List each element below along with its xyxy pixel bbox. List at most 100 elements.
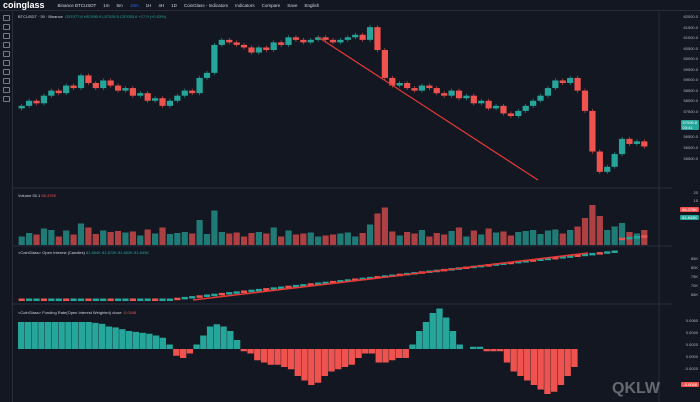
candle	[18, 105, 25, 109]
funding-bar	[503, 349, 511, 363]
volume-bar	[240, 236, 248, 245]
volume-bar	[418, 230, 426, 245]
oi-candle	[322, 281, 329, 285]
trash-icon[interactable]	[2, 96, 10, 102]
interval-4h[interactable]: 4H	[158, 2, 165, 8]
funding-bar	[416, 331, 423, 349]
price-axis-label: 59500.0	[683, 66, 698, 72]
funding-tag: -0.0046	[681, 382, 699, 387]
indicators-button[interactable]: Indicators	[235, 2, 255, 8]
candle	[441, 93, 448, 96]
candle	[233, 42, 240, 45]
volume-bar	[515, 232, 522, 245]
pattern-icon[interactable]	[2, 42, 10, 48]
symbol-selector[interactable]: Binance BTCUSDT	[57, 2, 97, 8]
oi-candle	[144, 298, 151, 301]
candle	[552, 80, 559, 89]
volume-bar	[544, 230, 552, 245]
oi-candle	[567, 255, 574, 258]
top-toolbar: coinglass Binance BTCUSDT 1m 5m 15m 1H 4…	[0, 0, 700, 11]
oi-candle	[537, 258, 544, 261]
watermark-logo: QKLW	[612, 380, 660, 397]
candle	[263, 47, 270, 50]
oi-candle	[107, 298, 114, 301]
candle	[478, 100, 485, 104]
cursor-icon[interactable]	[2, 15, 10, 21]
price-axis-label: 58000.0	[683, 98, 698, 103]
chart-area[interactable]	[13, 12, 672, 402]
measure-icon[interactable]	[2, 60, 10, 66]
candle	[492, 105, 500, 109]
candle	[418, 85, 426, 91]
zoom-icon[interactable]	[2, 69, 10, 75]
fib-icon[interactable]	[2, 33, 10, 39]
volume-bar	[618, 223, 626, 245]
candle	[152, 98, 159, 101]
candle	[581, 90, 589, 111]
volume-bar	[426, 236, 433, 245]
magnet-icon[interactable]	[2, 78, 10, 84]
volume-bar	[70, 234, 77, 245]
interval-15m[interactable]: 15m	[129, 2, 139, 8]
oi-candle	[122, 298, 129, 301]
interval-1d[interactable]: 1D	[171, 2, 177, 8]
candle	[285, 37, 292, 45]
lock-icon[interactable]	[2, 87, 10, 93]
volume-bar	[530, 230, 537, 245]
volume-bar	[559, 233, 566, 245]
funding-bar	[456, 344, 463, 349]
oi-candle	[152, 298, 159, 301]
candle	[515, 110, 522, 116]
funding-bar	[422, 322, 430, 349]
candle	[522, 105, 529, 111]
funding-bar	[240, 349, 247, 352]
candle	[433, 88, 440, 94]
volume-bar	[174, 233, 181, 245]
volume-bar	[522, 231, 529, 245]
oi-candle	[641, 235, 648, 238]
funding-bar	[119, 329, 126, 349]
compare-button[interactable]: Compare	[261, 2, 281, 8]
funding-bar	[71, 322, 79, 349]
candle	[530, 100, 537, 106]
interval-1h[interactable]: 1H	[145, 2, 152, 8]
interval-5m[interactable]: 5m	[116, 2, 123, 8]
funding-bar	[429, 313, 436, 349]
interval-1m[interactable]: 1m	[103, 2, 110, 8]
volume-bar	[55, 236, 62, 245]
trendline-icon[interactable]	[2, 24, 10, 30]
funding-bar	[382, 349, 389, 363]
oi-candle	[203, 294, 211, 297]
funding-bar	[524, 349, 531, 381]
volume-bar	[26, 233, 33, 245]
text-icon[interactable]	[2, 51, 10, 57]
volume-bar	[107, 232, 114, 245]
oi-candle	[233, 291, 240, 294]
candle	[203, 72, 211, 78]
candle	[485, 100, 492, 109]
funding-bar	[179, 349, 187, 358]
save-button[interactable]: Save	[287, 2, 298, 8]
volume-bar	[137, 235, 144, 245]
volume-tag: 56.375K	[680, 207, 699, 212]
volume-bar	[270, 227, 277, 245]
funding-bar	[92, 322, 99, 349]
oi-candle	[70, 298, 77, 301]
candle	[55, 90, 62, 94]
candle	[611, 154, 618, 167]
coinglass-indicators-button[interactable]: CoinGlass - Indicators	[183, 2, 229, 8]
oi-candle	[55, 298, 62, 301]
oi-candle	[633, 236, 640, 239]
funding-bar	[443, 317, 450, 349]
drawing-toolbar	[0, 12, 13, 402]
volume-bar	[218, 232, 225, 245]
volume-bar	[307, 232, 314, 245]
oi-candle	[26, 298, 33, 301]
funding-bar	[220, 326, 227, 349]
funding-bar	[328, 349, 335, 372]
funding-bar	[247, 349, 254, 354]
oi-axis-label: 70K	[690, 283, 698, 288]
volume-bar	[374, 213, 381, 245]
language-selector[interactable]: English	[304, 2, 320, 8]
volume-bar	[329, 234, 337, 245]
